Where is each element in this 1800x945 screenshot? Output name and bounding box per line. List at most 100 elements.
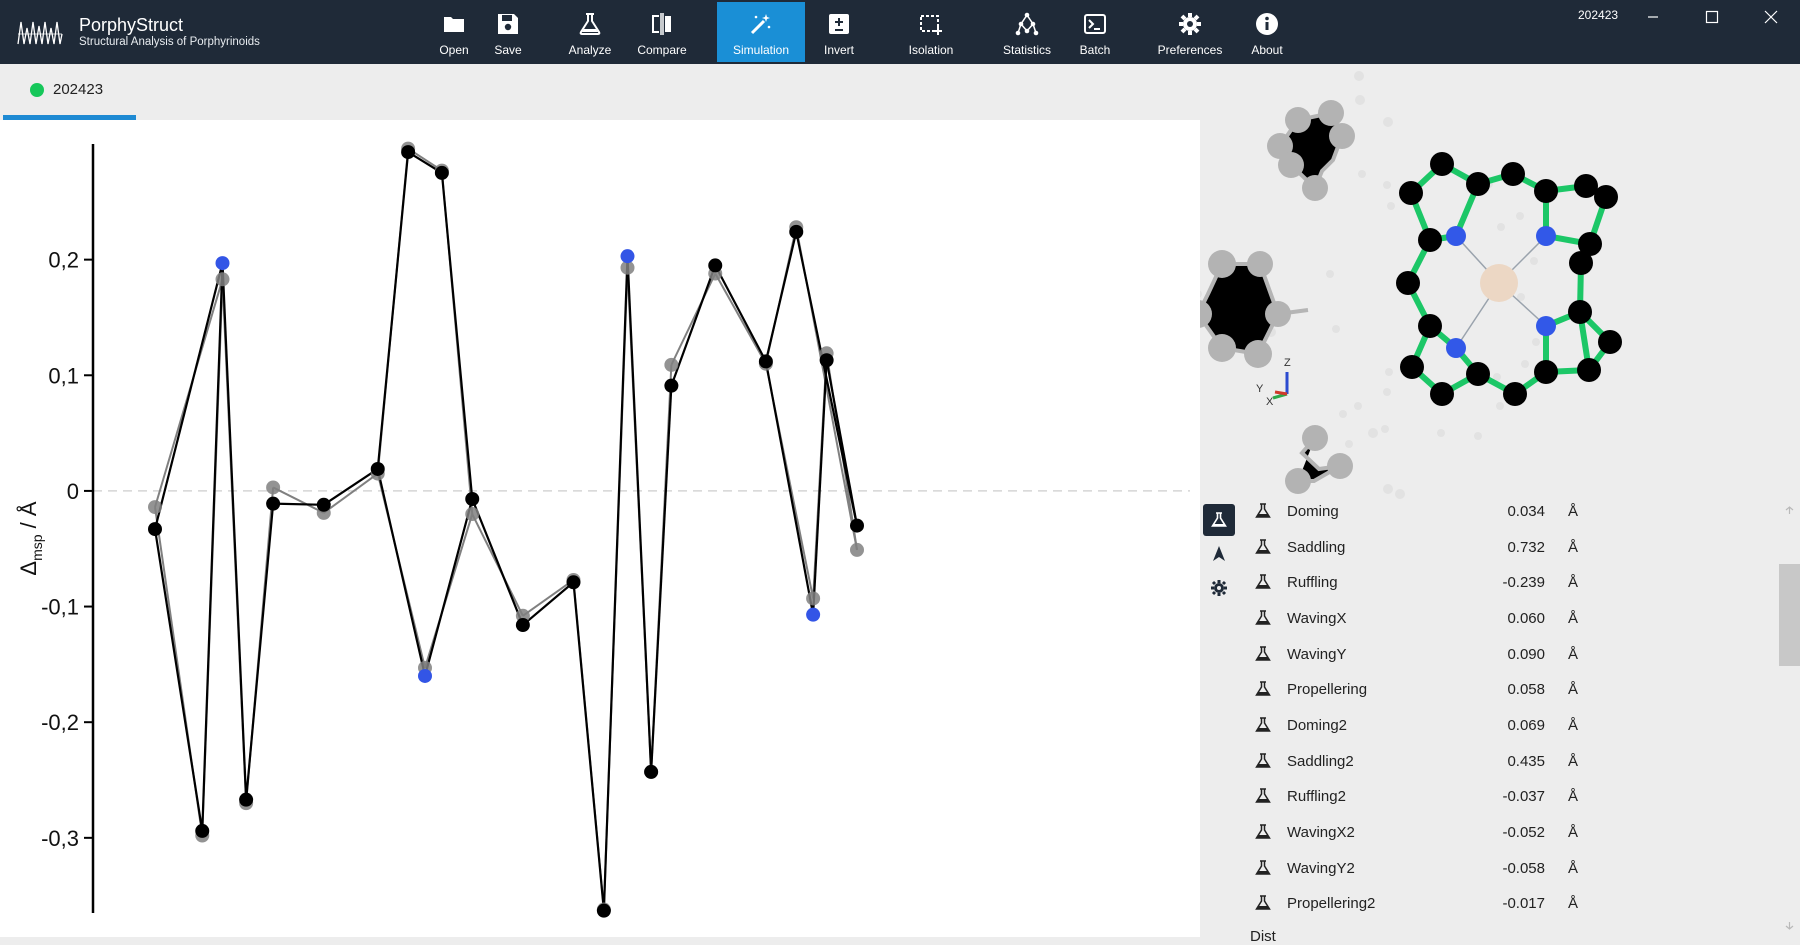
panel-side-toolbar — [1203, 504, 1235, 606]
series-2-point[interactable] — [215, 256, 230, 271]
minimize-button[interactable] — [1640, 6, 1666, 28]
property-value: 0.060 — [1507, 609, 1545, 627]
property-row-ruffling2[interactable]: Ruffling2 -0.037 Å — [1240, 781, 1780, 811]
property-value: 0.435 — [1507, 752, 1545, 770]
flask-icon — [1255, 610, 1271, 625]
property-row-ruffling[interactable]: Ruffling -0.239 Å — [1240, 567, 1780, 597]
series-2-point[interactable] — [434, 165, 449, 180]
flask-icon — [1255, 574, 1271, 589]
series-2-segment — [795, 231, 859, 526]
series-1-point[interactable] — [620, 260, 635, 275]
property-name: Saddling — [1287, 538, 1346, 556]
series-2-point[interactable] — [401, 145, 416, 160]
invert-button[interactable]: Invert — [816, 2, 862, 62]
close-button[interactable] — [1758, 6, 1784, 28]
axis-x-label: X — [1266, 396, 1274, 408]
series-2-point[interactable] — [566, 575, 581, 590]
app-logo-icon — [17, 21, 63, 45]
series-2-point[interactable] — [644, 764, 659, 779]
series-1-point[interactable] — [148, 500, 162, 515]
isolation-button[interactable]: Isolation — [902, 2, 960, 62]
molecule-substituent-bonds — [1200, 110, 1345, 483]
y-tick-label: 0 — [67, 479, 79, 504]
property-unit: Å — [1568, 859, 1579, 877]
series-2-point[interactable] — [819, 353, 834, 368]
property-row-doming2[interactable]: Doming2 0.069 Å — [1240, 710, 1780, 740]
y-axis-label: Δmsp / Å — [16, 501, 45, 575]
statistics-button[interactable]: Statistics — [998, 2, 1056, 62]
property-row-saddling2[interactable]: Saddling2 0.435 Å — [1240, 746, 1780, 776]
series-2-point[interactable] — [239, 792, 254, 807]
property-row-wavingx2[interactable]: WavingX2 -0.052 Å — [1240, 817, 1780, 847]
preferences-button[interactable]: Preferences — [1153, 2, 1227, 62]
property-row-wavingy[interactable]: WavingY 0.090 Å — [1240, 639, 1780, 669]
analyze-button[interactable]: Analyze — [560, 2, 620, 62]
property-name: Doming2 — [1287, 716, 1348, 734]
series-2-point[interactable] — [789, 224, 804, 239]
property-unit: Å — [1568, 680, 1579, 698]
series-2-point[interactable] — [758, 354, 773, 369]
flask-icon — [1255, 860, 1271, 875]
series-2-point[interactable] — [418, 668, 432, 683]
series-2-segment — [376, 468, 427, 677]
navigation-tab-button[interactable] — [1203, 538, 1235, 570]
series-1-point[interactable] — [266, 480, 281, 495]
scroll-up-icon[interactable] — [1784, 505, 1795, 516]
property-row-propellering2[interactable]: Propellering2 -0.017 Å — [1240, 888, 1780, 918]
compare-button-label: Compare — [637, 43, 687, 57]
batch-button-label: Batch — [1079, 43, 1111, 57]
series-2-point[interactable] — [806, 607, 821, 622]
property-row-propellering[interactable]: Propellering 0.058 Å — [1240, 674, 1780, 704]
property-row-doming[interactable]: Doming 0.034 Å — [1240, 496, 1780, 526]
gear-icon — [1179, 13, 1201, 35]
series-2-point[interactable] — [370, 461, 385, 476]
series-1-point[interactable] — [850, 542, 864, 557]
y-tick-label: 0,1 — [48, 363, 79, 388]
molecule-substituent-atoms — [1200, 100, 1355, 494]
about-button[interactable]: About — [1244, 2, 1290, 62]
properties-panel — [1200, 120, 1800, 937]
series-2-point[interactable] — [465, 492, 480, 507]
series-2-point[interactable] — [708, 258, 723, 273]
property-name: Propellering — [1287, 680, 1368, 698]
series-2-point[interactable] — [195, 823, 210, 838]
molecule-viewer[interactable]: Z Y X — [1200, 64, 1800, 500]
property-row-wavingx[interactable]: WavingX 0.060 Å — [1240, 603, 1780, 633]
open-button[interactable]: Open — [432, 2, 476, 62]
series-2-point[interactable] — [596, 903, 611, 918]
scroll-down-icon[interactable] — [1784, 920, 1795, 931]
folder-icon — [444, 17, 464, 32]
save-button[interactable]: Save — [486, 2, 530, 62]
series-1-point[interactable] — [664, 357, 679, 372]
analysis-tab-button[interactable] — [1203, 504, 1235, 536]
document-tab[interactable]: 202423 — [3, 64, 136, 120]
series-1-point[interactable] — [215, 272, 230, 287]
property-row-wavingy2[interactable]: WavingY2 -0.058 Å — [1240, 853, 1780, 883]
series-2-point[interactable] — [664, 378, 679, 393]
displacement-chart[interactable]: -0,3 -0,2 -0,1 0 0,1 0,2 Δmsp / Å — [0, 120, 1200, 937]
scrollbar-thumb[interactable] — [1779, 564, 1800, 666]
series-2-point[interactable] — [850, 518, 864, 533]
batch-button[interactable]: Batch — [1072, 2, 1118, 62]
series-2-point[interactable] — [148, 522, 162, 537]
window-document-label: 202423 — [1578, 8, 1619, 22]
maximize-button[interactable] — [1699, 6, 1725, 28]
displacement-plot[interactable]: -0,3 -0,2 -0,1 0 0,1 0,2 Δmsp / Å — [0, 120, 1200, 937]
series-1-point[interactable] — [806, 591, 821, 606]
series-2-point[interactable] — [316, 497, 331, 512]
series-1-point[interactable] — [465, 507, 480, 522]
series-2-point[interactable] — [620, 249, 635, 264]
status-dot-icon — [30, 82, 44, 97]
document-tab-bar: 202423 — [0, 64, 1800, 120]
series-2-segment — [764, 361, 815, 615]
series-2-point[interactable] — [266, 496, 281, 511]
property-unit: Å — [1568, 502, 1579, 520]
series-2-point[interactable] — [515, 618, 530, 633]
compare-button[interactable]: Compare — [630, 2, 694, 62]
property-unit: Å — [1568, 716, 1579, 734]
property-value: -0.239 — [1502, 573, 1545, 591]
properties-scrollbar[interactable] — [1779, 500, 1800, 937]
simulation-button[interactable]: Simulation — [717, 2, 805, 62]
settings-tab-button[interactable] — [1203, 572, 1235, 604]
property-row-saddling[interactable]: Saddling 0.732 Å — [1240, 532, 1780, 562]
